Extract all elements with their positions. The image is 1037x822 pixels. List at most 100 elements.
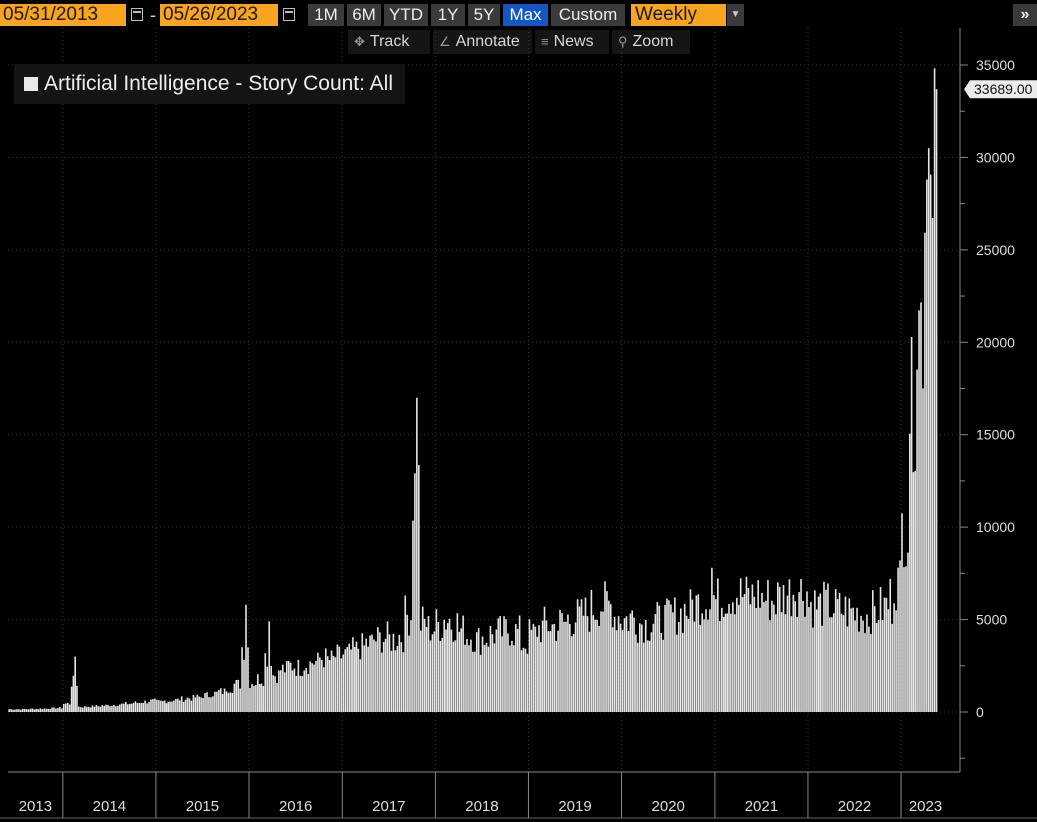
calendar-icon[interactable] (283, 8, 295, 21)
bar (87, 706, 90, 712)
bar (182, 701, 185, 712)
bar (223, 688, 226, 712)
annotate-button[interactable]: ∠ Annotate (433, 30, 532, 54)
bar (842, 615, 845, 712)
bar (817, 596, 820, 712)
more-options-button[interactable]: » (1013, 4, 1037, 26)
bar (412, 520, 414, 712)
bar (572, 634, 575, 712)
bar (681, 632, 684, 712)
bar (404, 595, 407, 712)
range-ytd-button[interactable]: YTD (384, 4, 428, 26)
start-date-input[interactable]: 05/31/2013 (0, 4, 126, 26)
bar (186, 697, 189, 712)
bar (827, 583, 829, 712)
bar (270, 666, 272, 712)
bar (794, 601, 797, 712)
bar (881, 620, 884, 712)
bar (765, 600, 767, 712)
bar (831, 617, 833, 712)
legend-label: Artificial Intelligence - Story Count: A… (44, 72, 393, 95)
news-button[interactable]: ≡ News (535, 30, 609, 54)
bar (866, 614, 868, 712)
bar (212, 696, 214, 712)
bar (516, 628, 519, 712)
bar (679, 608, 682, 712)
bar (394, 650, 397, 712)
bar (18, 709, 20, 712)
range-6m-button[interactable]: 6M (347, 4, 381, 26)
bar (914, 470, 916, 712)
bar (63, 703, 65, 712)
bar (219, 688, 222, 712)
bar (788, 579, 791, 712)
bar (567, 614, 569, 712)
bar (602, 611, 604, 712)
y-tick-label: 5000 (976, 612, 1007, 628)
bar (128, 703, 131, 712)
bar (536, 636, 539, 712)
bar (800, 579, 802, 712)
date-separator: - (150, 5, 156, 25)
bar (875, 622, 878, 712)
bar (910, 337, 913, 712)
bar (255, 684, 257, 712)
bar (140, 702, 143, 712)
bar (142, 702, 145, 712)
bar (280, 670, 282, 712)
bar (592, 615, 595, 712)
bar (359, 659, 362, 712)
bar (543, 606, 546, 712)
range-max-button[interactable]: Max (503, 4, 548, 26)
bar (753, 596, 756, 712)
bar (340, 658, 343, 712)
bar (895, 610, 897, 712)
range-5y-button[interactable]: 5Y (468, 4, 500, 26)
bar (299, 675, 302, 712)
bar (810, 601, 812, 712)
bar (737, 604, 740, 712)
bar (879, 587, 882, 712)
bar (499, 616, 502, 712)
bar (245, 604, 247, 712)
bar (489, 625, 492, 712)
bar (315, 660, 317, 712)
bar (678, 621, 680, 712)
bar (72, 675, 75, 712)
bar (547, 631, 550, 712)
bar (208, 697, 210, 712)
chevron-down-icon[interactable]: ▼ (727, 4, 744, 26)
bar (344, 649, 347, 712)
bar (891, 623, 893, 712)
bar (555, 640, 557, 712)
bar (287, 661, 290, 712)
bar (538, 625, 540, 712)
zoom-button[interactable]: ⚲ Zoom (612, 30, 690, 54)
bar (532, 623, 535, 712)
bar (885, 597, 888, 712)
calendar-icon[interactable] (131, 8, 143, 21)
bar (495, 629, 498, 712)
bar (646, 640, 649, 712)
track-button[interactable]: ✥ Track (348, 30, 430, 54)
bar (929, 174, 932, 712)
bar (352, 637, 354, 712)
bar (836, 599, 839, 712)
bar (272, 675, 274, 712)
range-1y-button[interactable]: 1Y (431, 4, 465, 26)
bar (761, 592, 763, 712)
bar (637, 642, 639, 712)
bar (705, 609, 707, 712)
bar (639, 623, 641, 712)
frequency-select[interactable]: Weekly (631, 4, 726, 26)
end-date-input[interactable]: 05/26/2023 (160, 4, 278, 26)
range-1m-button[interactable]: 1M (308, 4, 344, 26)
bar (68, 704, 71, 712)
range-custom-button[interactable]: Custom (551, 4, 625, 26)
bar (144, 700, 146, 712)
bar (854, 620, 856, 712)
bar (722, 616, 725, 712)
bar (16, 709, 18, 712)
bar (629, 613, 632, 712)
